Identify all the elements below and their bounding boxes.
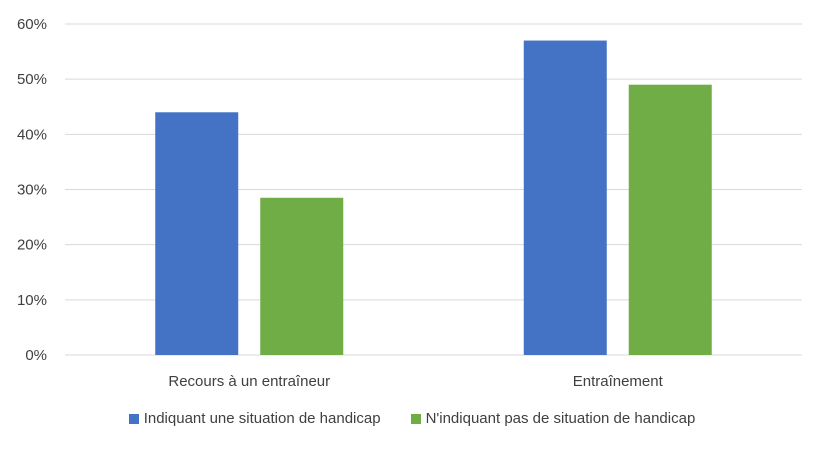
legend-item-series-1: Indiquant une situation de handicap [128, 410, 381, 427]
y-tick-label: 60% [17, 16, 47, 33]
legend-label-series-2: N'indiquant pas de situation de handicap [425, 410, 696, 427]
legend: Indiquant une situation de handicap N'in… [0, 410, 824, 427]
x-category-label: Recours à un entraîneur [168, 373, 330, 390]
x-category-label: Entraînement [573, 373, 664, 390]
bar-series-1 [523, 40, 607, 356]
y-tick-label: 20% [17, 237, 47, 254]
y-tick-label: 30% [17, 182, 47, 199]
legend-swatch-series-2 [410, 413, 421, 424]
legend-label-series-1: Indiquant une situation de handicap [143, 410, 381, 427]
bar-series-2 [628, 84, 712, 355]
y-tick-label: 40% [17, 126, 47, 143]
y-tick-label: 0% [25, 347, 47, 364]
bar-series-2 [260, 197, 344, 355]
y-tick-label: 10% [17, 292, 47, 309]
legend-swatch-series-1 [128, 413, 139, 424]
y-tick-label: 50% [17, 71, 47, 88]
legend-item-series-2: N'indiquant pas de situation de handicap [410, 410, 696, 427]
bar-series-1 [155, 112, 239, 356]
